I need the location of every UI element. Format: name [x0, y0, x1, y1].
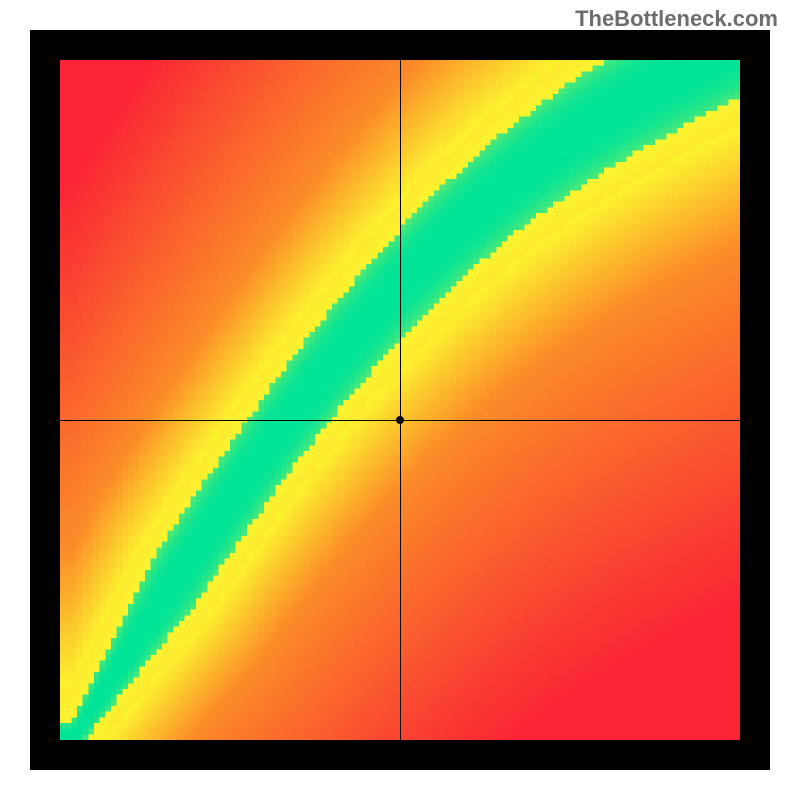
crosshair-marker-dot: [396, 416, 404, 424]
crosshair-vertical: [400, 60, 401, 740]
watermark-text: TheBottleneck.com: [575, 6, 778, 32]
plot-frame: [30, 30, 770, 770]
stage: TheBottleneck.com: [0, 0, 800, 800]
